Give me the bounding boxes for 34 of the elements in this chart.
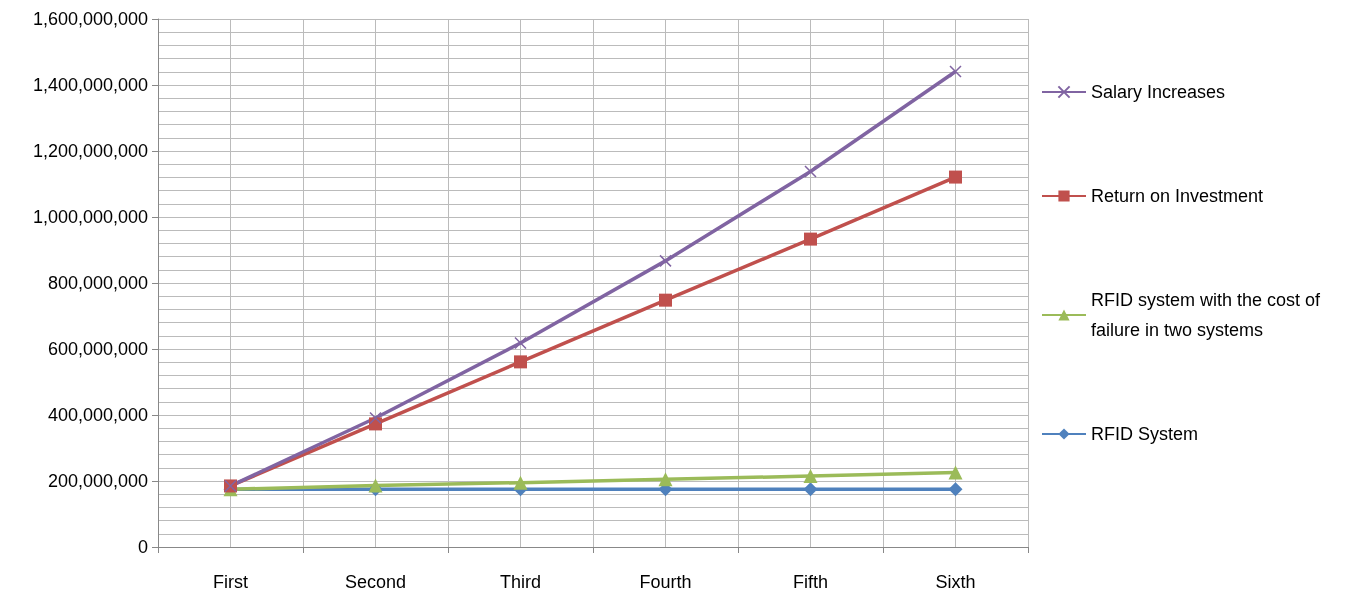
y-tick-label: 600,000,000 [47,339,148,359]
x-tick-label: Fifth [792,572,829,592]
x-tick-label: First [213,572,248,592]
point [948,465,963,480]
x-tick-label: Second [344,572,407,592]
point [949,170,962,184]
point [803,482,818,497]
y-tick-label: 800,000,000 [47,273,148,293]
legend-label: RFID system with the cost of failure in two systems [1091,290,1326,340]
point [369,411,382,425]
legend-label: RFID System [1091,424,1199,444]
legend-label: Return on Investment [1091,186,1264,206]
x-tick-label: Fourth [639,572,692,592]
point [804,232,817,246]
point [803,469,818,484]
point [948,482,963,497]
point [514,336,527,350]
y-tick-label: 0 [137,537,148,557]
point [658,472,673,487]
y-tick-label: 1,000,000,000 [32,207,148,227]
x-tick-label: Sixth [935,572,976,592]
legend-label: Salary Increases [1091,82,1226,102]
y-tick-label: 1,200,000,000 [32,141,148,161]
point [659,293,672,307]
point [949,65,962,78]
point [659,254,672,268]
y-tick-label: 200,000,000 [47,471,148,491]
point [513,475,528,490]
y-tick-label: 1,400,000,000 [32,75,148,95]
y-tick-label: 1,600,000,000 [32,9,148,29]
y-tick-label: 400,000,000 [47,405,148,425]
point [368,478,383,493]
x-tick-label: Third [499,572,542,592]
point [514,355,527,369]
